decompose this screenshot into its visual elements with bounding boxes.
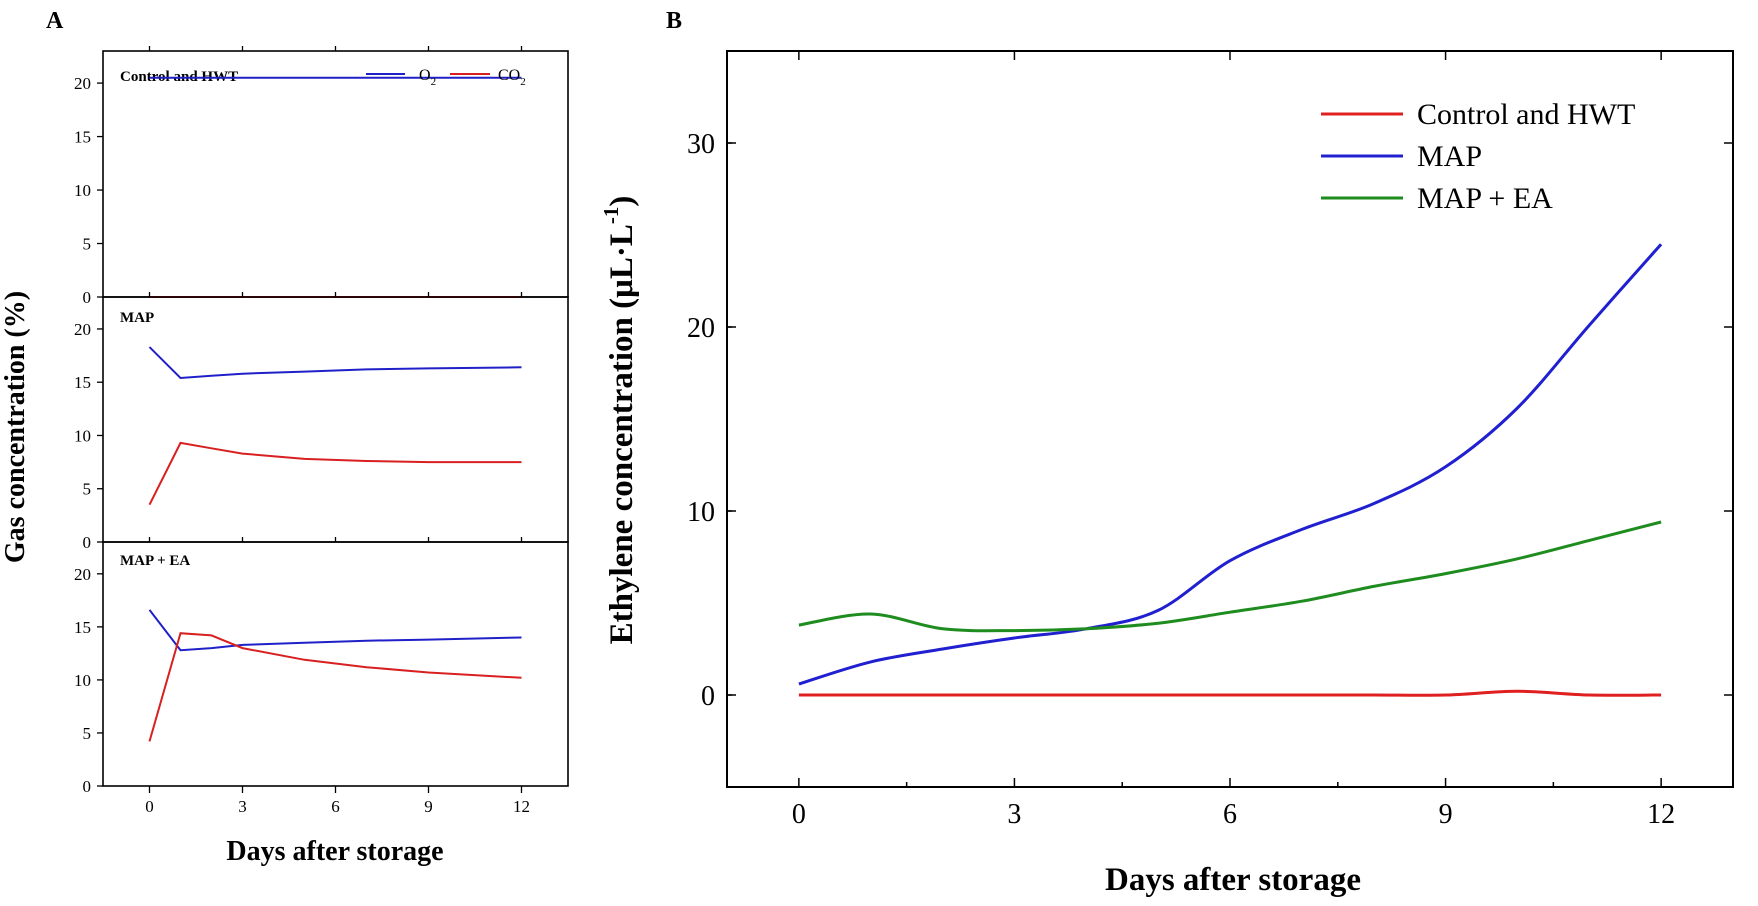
panel-b-frame — [726, 50, 1734, 788]
y-tick-label: 20 — [687, 313, 715, 344]
panel-b-letter: B — [666, 8, 682, 34]
y-tick-label: 0 — [701, 681, 715, 712]
subplot-frame — [102, 50, 569, 298]
panel-b-x-axis-label: Days after storage — [1105, 862, 1361, 898]
series-lines — [148, 346, 522, 506]
y-tick-label: 5 — [83, 480, 92, 499]
series-line-1 — [798, 243, 1663, 686]
y-tick-label: 5 — [83, 724, 92, 743]
series-o2-line — [148, 346, 522, 380]
y-tick-label: 10 — [687, 497, 715, 528]
y-ticks: 0 5 10 15 20 — [74, 292, 523, 552]
series-line-2 — [798, 520, 1662, 633]
subplot-map: MAP 0 5 10 15 20 — [74, 292, 569, 552]
y-tick-label: 30 — [687, 129, 715, 160]
subplot-title: MAP + EA — [120, 553, 190, 569]
legend-label-co2: CO2 — [498, 67, 526, 88]
y-tick-label: 10 — [74, 181, 91, 200]
x-ticks: 0 3 6 9 12 — [792, 51, 1675, 830]
legend-label-2: MAP + EA — [1417, 182, 1553, 215]
x-tick-label: 3 — [1007, 799, 1021, 830]
legend: Control and HWT MAP MAP + EA — [1321, 98, 1635, 215]
y-ticks: 0 10 20 30 — [687, 129, 1733, 712]
series-lines — [149, 76, 522, 298]
subplot-map-ea: MAP + EA 0 5 10 15 20 0 3 6 9 12 — [74, 537, 569, 816]
subplot-frame — [102, 296, 569, 543]
y-tick-label: 0 — [83, 533, 92, 552]
x-tick-label: 6 — [1223, 799, 1237, 830]
panel-a: A Gas concentration (%) Days after stora… — [0, 8, 569, 867]
panel-a-x-axis-label: Days after storage — [226, 836, 443, 867]
x-tick-label: 3 — [238, 797, 247, 816]
series-co2-line — [148, 632, 522, 742]
panel-b-y-axis-label: Ethylene concentration (μL·L-1) — [599, 196, 640, 645]
legend-label-0: Control and HWT — [1417, 98, 1635, 131]
series-lines — [798, 243, 1663, 697]
y-tick-label: 20 — [74, 74, 91, 93]
series-o2-line — [148, 609, 522, 652]
y-tick-label: 20 — [74, 565, 91, 584]
y-tick-label: 0 — [83, 777, 92, 796]
y-tick-label: 15 — [74, 373, 91, 392]
x-tick-label: 0 — [792, 799, 806, 830]
legend-label-1: MAP — [1417, 140, 1482, 173]
x-tick-label: 12 — [1647, 799, 1675, 830]
x-tick-label: 6 — [331, 797, 340, 816]
x-ticks: 0 3 6 9 12 — [145, 786, 530, 816]
x-tick-label: 9 — [424, 797, 433, 816]
series-line-0 — [798, 689, 1662, 697]
y-tick-label: 10 — [74, 671, 91, 690]
series-lines — [148, 609, 522, 742]
legend: O2 CO2 — [366, 67, 526, 88]
legend-label-o2: O2 — [419, 67, 436, 88]
y-tick-label: 0 — [83, 288, 92, 307]
series-co2-line — [148, 441, 522, 506]
panel-a-letter: A — [46, 8, 64, 34]
x-tick-label: 12 — [513, 797, 530, 816]
y-ticks: 0 5 10 15 20 — [74, 537, 523, 796]
y-tick-label: 5 — [83, 235, 92, 254]
y-tick-label: 15 — [74, 128, 91, 147]
y-ticks: 0 5 10 15 20 — [74, 46, 523, 307]
y-tick-label: 15 — [74, 618, 91, 637]
panel-b: B 0 10 20 30 0 3 6 9 12 Ethylene concentration … — [599, 8, 1734, 898]
x-tick-label: 9 — [1439, 799, 1453, 830]
y-tick-label: 20 — [74, 320, 91, 339]
panel-a-y-axis-label: Gas concentration (%) — [0, 291, 31, 563]
subplot-title: MAP — [120, 310, 154, 326]
x-tick-label: 0 — [145, 797, 154, 816]
y-tick-label: 10 — [74, 426, 91, 445]
